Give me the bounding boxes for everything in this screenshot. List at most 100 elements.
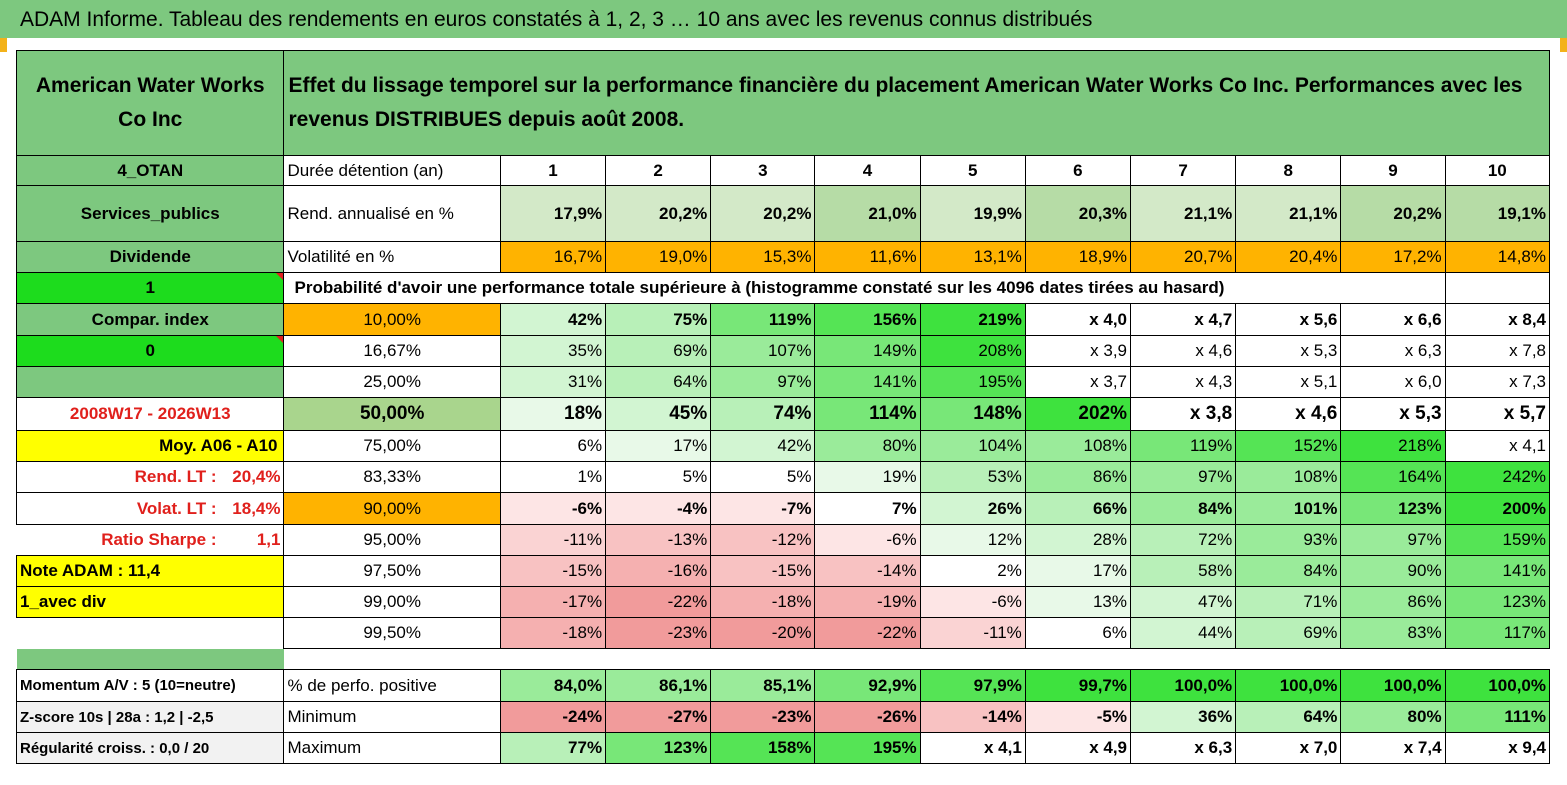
period-cell: 2008W17 - 2026W13 — [15, 397, 285, 431]
table-row: Z-score 10s | 28a : 1,2 | -2,5 Minimum -24… — [15, 701, 1551, 733]
rend-value: 19,9% — [919, 185, 1026, 242]
sharpe-cell: Ratio Sharpe : 1,1 — [17, 525, 284, 556]
volat-lt-cell: Volat. LT : 18,4% — [15, 492, 285, 525]
probability-threshold: 90,00% — [283, 492, 501, 525]
probability-value: 17% — [1024, 555, 1132, 587]
rend-value: 21,1% — [1235, 185, 1342, 242]
probability-value: 45% — [605, 397, 712, 431]
sharpe-value: 1,1 — [256, 530, 281, 549]
volat-value: 19,0% — [605, 241, 712, 273]
probability-value: 107% — [710, 335, 816, 367]
table-row: Services_publics Rend. annualisé en % 17,9… — [15, 185, 1551, 242]
rend-value: 19,1% — [1444, 185, 1551, 242]
minimum-value: 36% — [1129, 701, 1237, 733]
maximum-value: x 7,0 — [1235, 732, 1342, 764]
positive-value: 92,9% — [814, 669, 921, 702]
probability-value: 2% — [919, 555, 1026, 587]
probability-value: -6% — [814, 524, 921, 556]
table-row: 1_avec div 99,00% -17% -22% -18% -19% -6% 13% 47… — [15, 586, 1551, 618]
probability-value: -18% — [499, 617, 607, 649]
positive-value: 100,0% — [1444, 669, 1551, 702]
probability-value: 156% — [814, 303, 921, 336]
probability-value: 152% — [1235, 430, 1342, 462]
positive-value: 86,1% — [605, 669, 712, 702]
positive-value: 100,0% — [1129, 669, 1237, 702]
rend-lt-value: 20,4% — [232, 467, 281, 486]
probability-value: 47% — [1129, 586, 1237, 618]
probability-value: x 3,7 — [1024, 366, 1132, 398]
table-row: Volat. LT : 18,4% 90,00% -6% -4% -7% 7% 26% 66% 8… — [15, 492, 1551, 525]
table-row: 0 16,67% 35% 69% 107% 149% 208% x 3,9 x 4,6 x 5,3… — [15, 335, 1551, 367]
probability-value: 83% — [1340, 617, 1446, 649]
probability-value: 72% — [1129, 524, 1237, 556]
volat-lt-value: 18,4% — [232, 498, 281, 518]
probability-value: 44% — [1129, 617, 1237, 649]
minimum-value: -24% — [499, 701, 607, 733]
avec-div-cell: 1_avec div — [15, 586, 285, 618]
probability-value: 58% — [1129, 555, 1237, 587]
probability-value: x 4,6 — [1129, 335, 1237, 367]
year-header: 2 — [605, 155, 712, 186]
maximum-value: x 7,4 — [1340, 732, 1446, 764]
probability-threshold: 99,50% — [283, 617, 501, 649]
maximum-value: x 4,9 — [1024, 732, 1132, 764]
probability-value: 19% — [814, 461, 921, 493]
rend-value: 21,0% — [814, 185, 921, 242]
probability-value: x 7,8 — [1444, 335, 1551, 367]
sector-cell: Services_publics — [15, 185, 285, 242]
probability-value: 6% — [499, 430, 607, 462]
year-header: 8 — [1235, 155, 1342, 186]
probability-value: x 4,1 — [1444, 430, 1551, 462]
year-header: 3 — [710, 155, 816, 186]
probability-value: 141% — [1444, 555, 1551, 587]
positive-label: % de perfo. positive — [283, 669, 501, 702]
regularite-cell: Régularité croiss. : 0,0 / 20 — [15, 732, 285, 764]
probability-value: x 3,8 — [1129, 397, 1237, 431]
probability-value: 123% — [1340, 492, 1446, 525]
probability-value: 42% — [710, 430, 816, 462]
maximum-value: x 4,1 — [919, 732, 1026, 764]
maximum-value: x 9,4 — [1444, 732, 1551, 764]
probability-value: 108% — [1024, 430, 1132, 462]
maximum-value: 123% — [605, 732, 712, 764]
table-row: Moy. A06 - A10 75,00% 6% 17% 42% 80% 104% 108% 1… — [15, 430, 1551, 462]
table-row: Rend. LT :20,4% 83,33% 1% 5% 5% 19% 53% 86% 97% 1… — [15, 461, 1551, 493]
volat-value: 15,3% — [710, 241, 816, 273]
rend-value: 20,2% — [710, 185, 816, 242]
probability-value: -22% — [605, 586, 712, 618]
probability-threshold: 25,00% — [283, 366, 501, 398]
table-row: Régularité croiss. : 0,0 / 20 Maximum 77% 1… — [15, 732, 1551, 764]
minimum-value: 111% — [1444, 701, 1551, 733]
table-row: 1 Probabilité d'avoir une performance tot… — [15, 272, 1551, 304]
flag-zero-cell: 0 — [15, 335, 285, 367]
positive-value: 100,0% — [1235, 669, 1342, 702]
table-row: Compar. index 10,00% 42% 75% 119% 156% 219% x 4… — [15, 303, 1551, 336]
minimum-label: Minimum — [283, 701, 501, 733]
corner-marker-right — [1560, 38, 1567, 52]
probability-value: 164% — [1340, 461, 1446, 493]
year-header: 1 — [499, 155, 607, 186]
probability-value: 74% — [710, 397, 816, 431]
probability-value: -17% — [499, 586, 607, 618]
table-row: 25,00% 31% 64% 97% 141% 195% x 3,7 x 4,3 x 5,1 x … — [15, 366, 1551, 398]
probability-value: x 7,3 — [1444, 366, 1551, 398]
probability-value: -13% — [605, 524, 712, 556]
rend-label: Rend. annualisé en % — [283, 185, 501, 242]
probability-value: 108% — [1235, 461, 1342, 493]
probability-value: 66% — [1024, 492, 1132, 525]
probability-threshold: 97,50% — [283, 555, 501, 587]
table-row — [16, 648, 1550, 670]
probability-value: -7% — [710, 492, 816, 525]
probability-value: x 4,6 — [1235, 397, 1342, 431]
volat-value: 20,4% — [1235, 241, 1342, 273]
probability-value: -6% — [499, 492, 607, 525]
probability-value: x 6,3 — [1340, 335, 1446, 367]
probability-value: x 5,7 — [1444, 397, 1551, 431]
positive-value: 99,7% — [1024, 669, 1132, 702]
probability-threshold: 16,67% — [283, 335, 501, 367]
table-row: Dividende Volatilité en % 16,7% 19,0% 15,3% 1… — [15, 241, 1551, 273]
probability-value: -4% — [605, 492, 712, 525]
probability-value: x 8,4 — [1444, 303, 1551, 336]
table-row: Ratio Sharpe : 1,1 95,00% -11% -13% -12% -6% 12… — [17, 524, 1551, 556]
probability-value: 202% — [1024, 397, 1132, 431]
